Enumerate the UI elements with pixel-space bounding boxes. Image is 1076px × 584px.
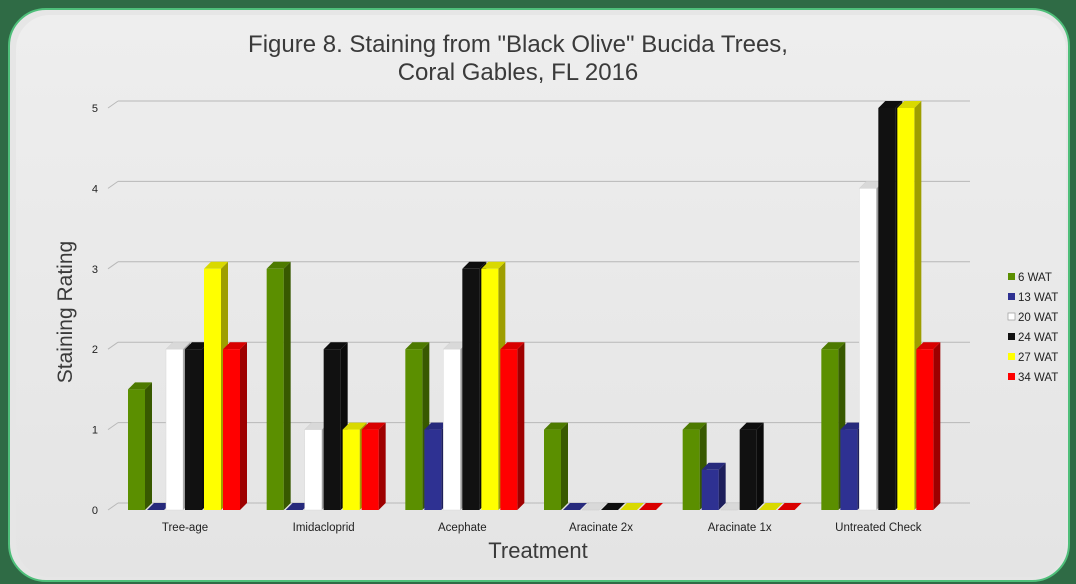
bar (147, 503, 171, 510)
bar (544, 422, 568, 510)
x-tick-label: Tree-age (162, 522, 208, 534)
legend-label: 24 WAT (1018, 332, 1058, 344)
gridline-depth (107, 100, 119, 109)
bar (758, 503, 783, 510)
x-tick-label: Imidacloprid (293, 522, 355, 534)
y-tick-label: 3 (92, 264, 98, 276)
bar (563, 503, 587, 510)
gridline-depth (107, 341, 119, 350)
y-tick-label: 1 (92, 425, 98, 437)
y-tick-label: 0 (92, 505, 98, 517)
gridline-depth (107, 261, 119, 270)
bars (128, 101, 941, 511)
chart-subtitle: Coral Gables, FL 2016 (398, 59, 639, 86)
bar (223, 342, 247, 510)
bar (361, 422, 386, 510)
y-tick-label: 4 (92, 183, 98, 195)
x-tick-label: Untreated Check (835, 522, 922, 534)
legend: 6 WAT 13 WAT 20 WAT 24 WAT 27 WAT 34 WAT (1007, 272, 1058, 384)
legend-swatch (1008, 373, 1015, 380)
legend-swatch (1008, 333, 1015, 340)
legend-label: 27 WAT (1018, 352, 1058, 364)
bar (581, 502, 607, 511)
legend-swatch (1007, 312, 1016, 321)
y-axis-title: Staining Rating (54, 241, 77, 383)
legend-label: 6 WAT (1018, 272, 1052, 284)
y-tick-label: 2 (92, 344, 98, 356)
x-tick-label: Aracinate 2x (569, 522, 633, 534)
bar (266, 261, 291, 510)
gridline-depth (107, 422, 119, 431)
y-tick-labels: 0 1 2 3 4 5 (92, 103, 98, 517)
legend-label: 20 WAT (1018, 312, 1058, 324)
x-tick-labels: Tree-age Imidacloprid Acephate Aracinate 2x… (162, 522, 922, 534)
bar (682, 422, 707, 510)
x-tick-label: Aracinate 1x (708, 522, 772, 534)
y-tick-label: 5 (92, 103, 98, 115)
chart-title: Figure 8. Staining from "Black Olive" Bu… (248, 31, 788, 58)
legend-label: 13 WAT (1018, 292, 1058, 304)
x-axis-title: Treatment (488, 538, 587, 563)
bar (500, 342, 525, 510)
legend-swatch (1008, 273, 1015, 280)
gridline-depth (107, 502, 119, 511)
bar (777, 503, 802, 510)
gridline-depth (107, 180, 119, 189)
bar (701, 462, 726, 510)
bar (639, 503, 663, 510)
bar (739, 422, 764, 510)
legend-swatch (1008, 293, 1015, 300)
bar (128, 382, 152, 510)
bar (285, 503, 310, 510)
bar (620, 503, 644, 510)
legend-swatch (1008, 353, 1015, 360)
bar (601, 503, 625, 510)
bar (916, 342, 941, 510)
legend-label: 34 WAT (1018, 372, 1058, 384)
x-tick-label: Acephate (438, 522, 487, 534)
